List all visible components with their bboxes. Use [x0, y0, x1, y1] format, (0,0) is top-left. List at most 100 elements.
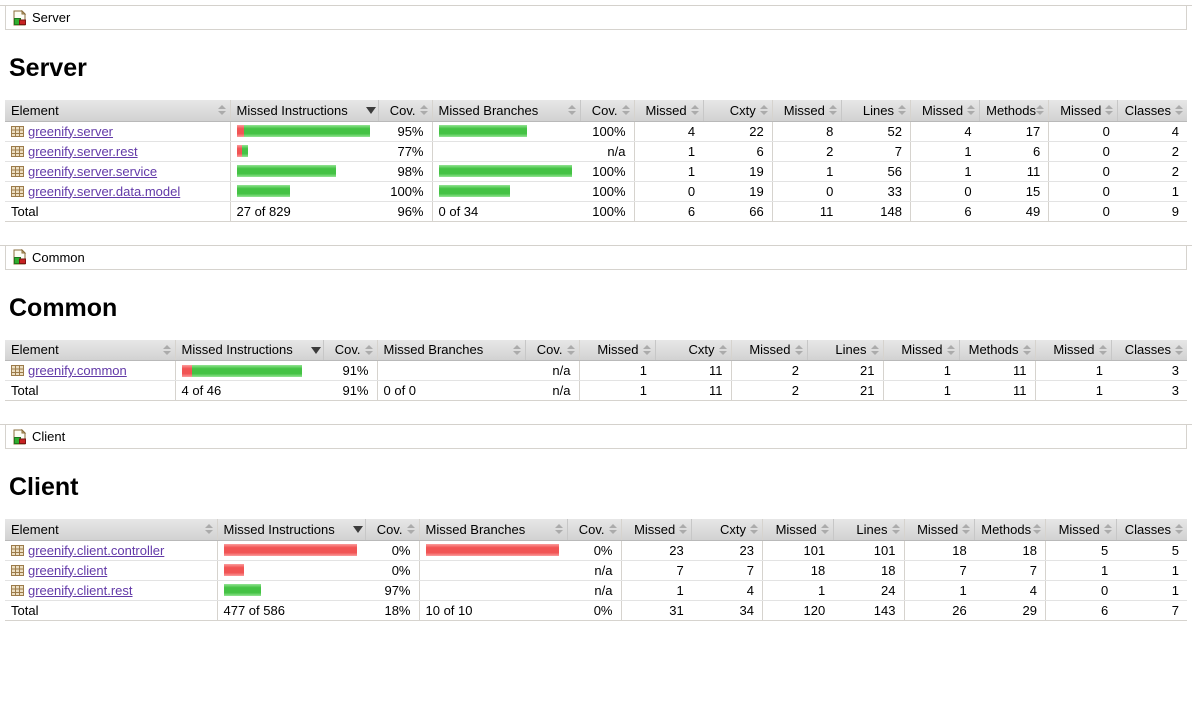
- column-header-classes[interactable]: Classes: [1115, 519, 1187, 541]
- column-header-label: Missed: [1058, 521, 1100, 537]
- package-link[interactable]: greenify.client.rest: [28, 582, 133, 598]
- column-header-label: Cov.: [376, 521, 403, 537]
- missed-branches-cell: [418, 560, 567, 581]
- column-header-label: Cov.: [591, 102, 618, 118]
- sort-arrows-icon: [1103, 523, 1113, 535]
- branches-coverage-cell: n/a: [567, 560, 621, 581]
- coverage-table: Element Missed Instructions Cov. Missed Bra…: [5, 339, 1187, 401]
- column-header-label: Missed: [783, 102, 825, 118]
- package-link[interactable]: greenify.server.service: [28, 163, 158, 179]
- sort-arrows-icon: [828, 104, 838, 116]
- column-header-missed[interactable]: Missed: [730, 339, 807, 361]
- breadcrumb-label: Common: [32, 249, 85, 265]
- column-header-missed-branches[interactable]: Missed Branches: [418, 519, 567, 541]
- column-header-missed[interactable]: Missed: [1034, 339, 1111, 361]
- counter-cell: 4: [909, 121, 980, 142]
- counter-cell: 18: [833, 560, 904, 581]
- column-header-lines[interactable]: Lines: [840, 100, 911, 122]
- column-header-lines[interactable]: Lines: [806, 339, 883, 361]
- total-missed-branches: 10 of 10: [418, 599, 567, 620]
- package-link[interactable]: greenify.common: [28, 363, 127, 378]
- column-header-label: Missed Branches: [383, 342, 484, 358]
- column-header-missed[interactable]: Missed: [1048, 100, 1118, 122]
- instructions-coverage-cell: 100%: [378, 181, 432, 202]
- coverage-report-icon: [13, 428, 27, 444]
- element-cell: greenify.common: [5, 360, 175, 381]
- breadcrumb: Client: [5, 425, 1187, 449]
- column-header-classes[interactable]: Classes: [1117, 100, 1187, 122]
- covered-bar-segment: [236, 185, 290, 197]
- column-header-missed[interactable]: Missed: [633, 100, 704, 122]
- column-header-missed[interactable]: Missed: [762, 519, 834, 541]
- column-header-label: Methods: [986, 102, 1036, 118]
- section-divider: [0, 424, 1192, 425]
- column-header-missed-instructions[interactable]: Missed Instructions: [229, 100, 378, 122]
- column-header-missed[interactable]: Missed: [771, 100, 842, 122]
- total-counter-cell: 29: [974, 599, 1046, 620]
- column-header-missed-instructions[interactable]: Missed Instructions: [174, 339, 323, 361]
- covered-bar-segment: [438, 165, 572, 177]
- column-header-lines[interactable]: Lines: [832, 519, 904, 541]
- sort-arrows-icon: [1098, 344, 1108, 356]
- column-header-missed-instructions[interactable]: Missed Instructions: [216, 519, 365, 541]
- column-header-missed[interactable]: Missed: [1045, 519, 1117, 541]
- package-icon: [11, 544, 24, 557]
- counter-cell: 1: [620, 580, 692, 601]
- package-link[interactable]: greenify.server: [28, 123, 114, 139]
- column-header-cov-[interactable]: Cov.: [579, 100, 634, 122]
- instructions-coverage-cell: 91%: [323, 360, 377, 381]
- column-header-cov-[interactable]: Cov.: [566, 519, 621, 541]
- column-header-missed-branches[interactable]: Missed Branches: [376, 339, 525, 361]
- package-icon: [11, 564, 24, 577]
- column-header-label: Missed: [645, 102, 687, 118]
- column-header-element[interactable]: Element: [5, 100, 230, 122]
- package-link[interactable]: greenify.server.data.model: [28, 183, 181, 199]
- table-row: greenify.server.data.model 100% 100% 0 19 0 33…: [5, 181, 1187, 202]
- column-header-missed[interactable]: Missed: [909, 100, 980, 122]
- column-header-cov-[interactable]: Cov.: [364, 519, 419, 541]
- counter-cell: 7: [903, 560, 975, 581]
- column-header-classes[interactable]: Classes: [1110, 339, 1187, 361]
- section-divider: [0, 5, 1192, 6]
- column-header-missed-branches[interactable]: Missed Branches: [431, 100, 580, 122]
- column-header-missed[interactable]: Missed: [620, 519, 692, 541]
- column-header-methods[interactable]: Methods: [974, 519, 1046, 541]
- column-header-label: Methods: [968, 342, 1019, 358]
- column-header-cov-[interactable]: Cov.: [377, 100, 432, 122]
- total-label: Total: [5, 380, 175, 401]
- sort-arrows-icon: [364, 344, 374, 356]
- report-section-client: Client Client Element Missed Instructions Co…: [0, 424, 1192, 621]
- column-header-cov-[interactable]: Cov.: [322, 339, 377, 361]
- column-header-element[interactable]: Element: [5, 519, 217, 541]
- column-header-methods[interactable]: Methods: [979, 100, 1049, 122]
- covered-bar-segment: [244, 125, 370, 137]
- instructions-coverage-bar: [236, 165, 371, 177]
- column-header-methods[interactable]: Methods: [958, 339, 1035, 361]
- counter-cell: 1: [1034, 360, 1111, 381]
- column-header-cxty[interactable]: Cxty: [702, 100, 773, 122]
- column-header-missed[interactable]: Missed: [578, 339, 655, 361]
- element-cell: greenify.client.rest: [5, 580, 217, 601]
- counter-cell: 1: [1116, 580, 1187, 601]
- page-title: Client: [9, 473, 79, 501]
- sort-arrows-icon: [679, 523, 688, 535]
- column-header-cxty[interactable]: Cxty: [654, 339, 731, 361]
- total-counter-cell: 1: [578, 380, 655, 401]
- column-header-element[interactable]: Element: [5, 339, 175, 361]
- package-link[interactable]: greenify.server.rest: [28, 143, 138, 159]
- column-header-cxty[interactable]: Cxty: [691, 519, 763, 541]
- column-header-missed[interactable]: Missed: [903, 519, 975, 541]
- missed-instructions-cell: [229, 161, 378, 182]
- package-link[interactable]: greenify.client.controller: [28, 542, 165, 558]
- package-link[interactable]: greenify.client: [28, 562, 108, 578]
- column-header-label: Cov.: [389, 102, 416, 118]
- counter-cell: 7: [620, 560, 692, 581]
- column-header-label: Cov.: [536, 342, 563, 358]
- counter-cell: 4: [691, 580, 763, 601]
- table-row: greenify.server.rest 77% n/a 1 6 2 7 1 6 0 2: [5, 141, 1187, 162]
- column-header-cov-[interactable]: Cov.: [524, 339, 579, 361]
- coverage-report: Server Server Element Missed Instructions Co…: [0, 5, 1192, 621]
- instructions-coverage-cell: 0%: [365, 560, 419, 581]
- total-counter-cell: 21: [807, 380, 883, 401]
- column-header-missed[interactable]: Missed: [882, 339, 959, 361]
